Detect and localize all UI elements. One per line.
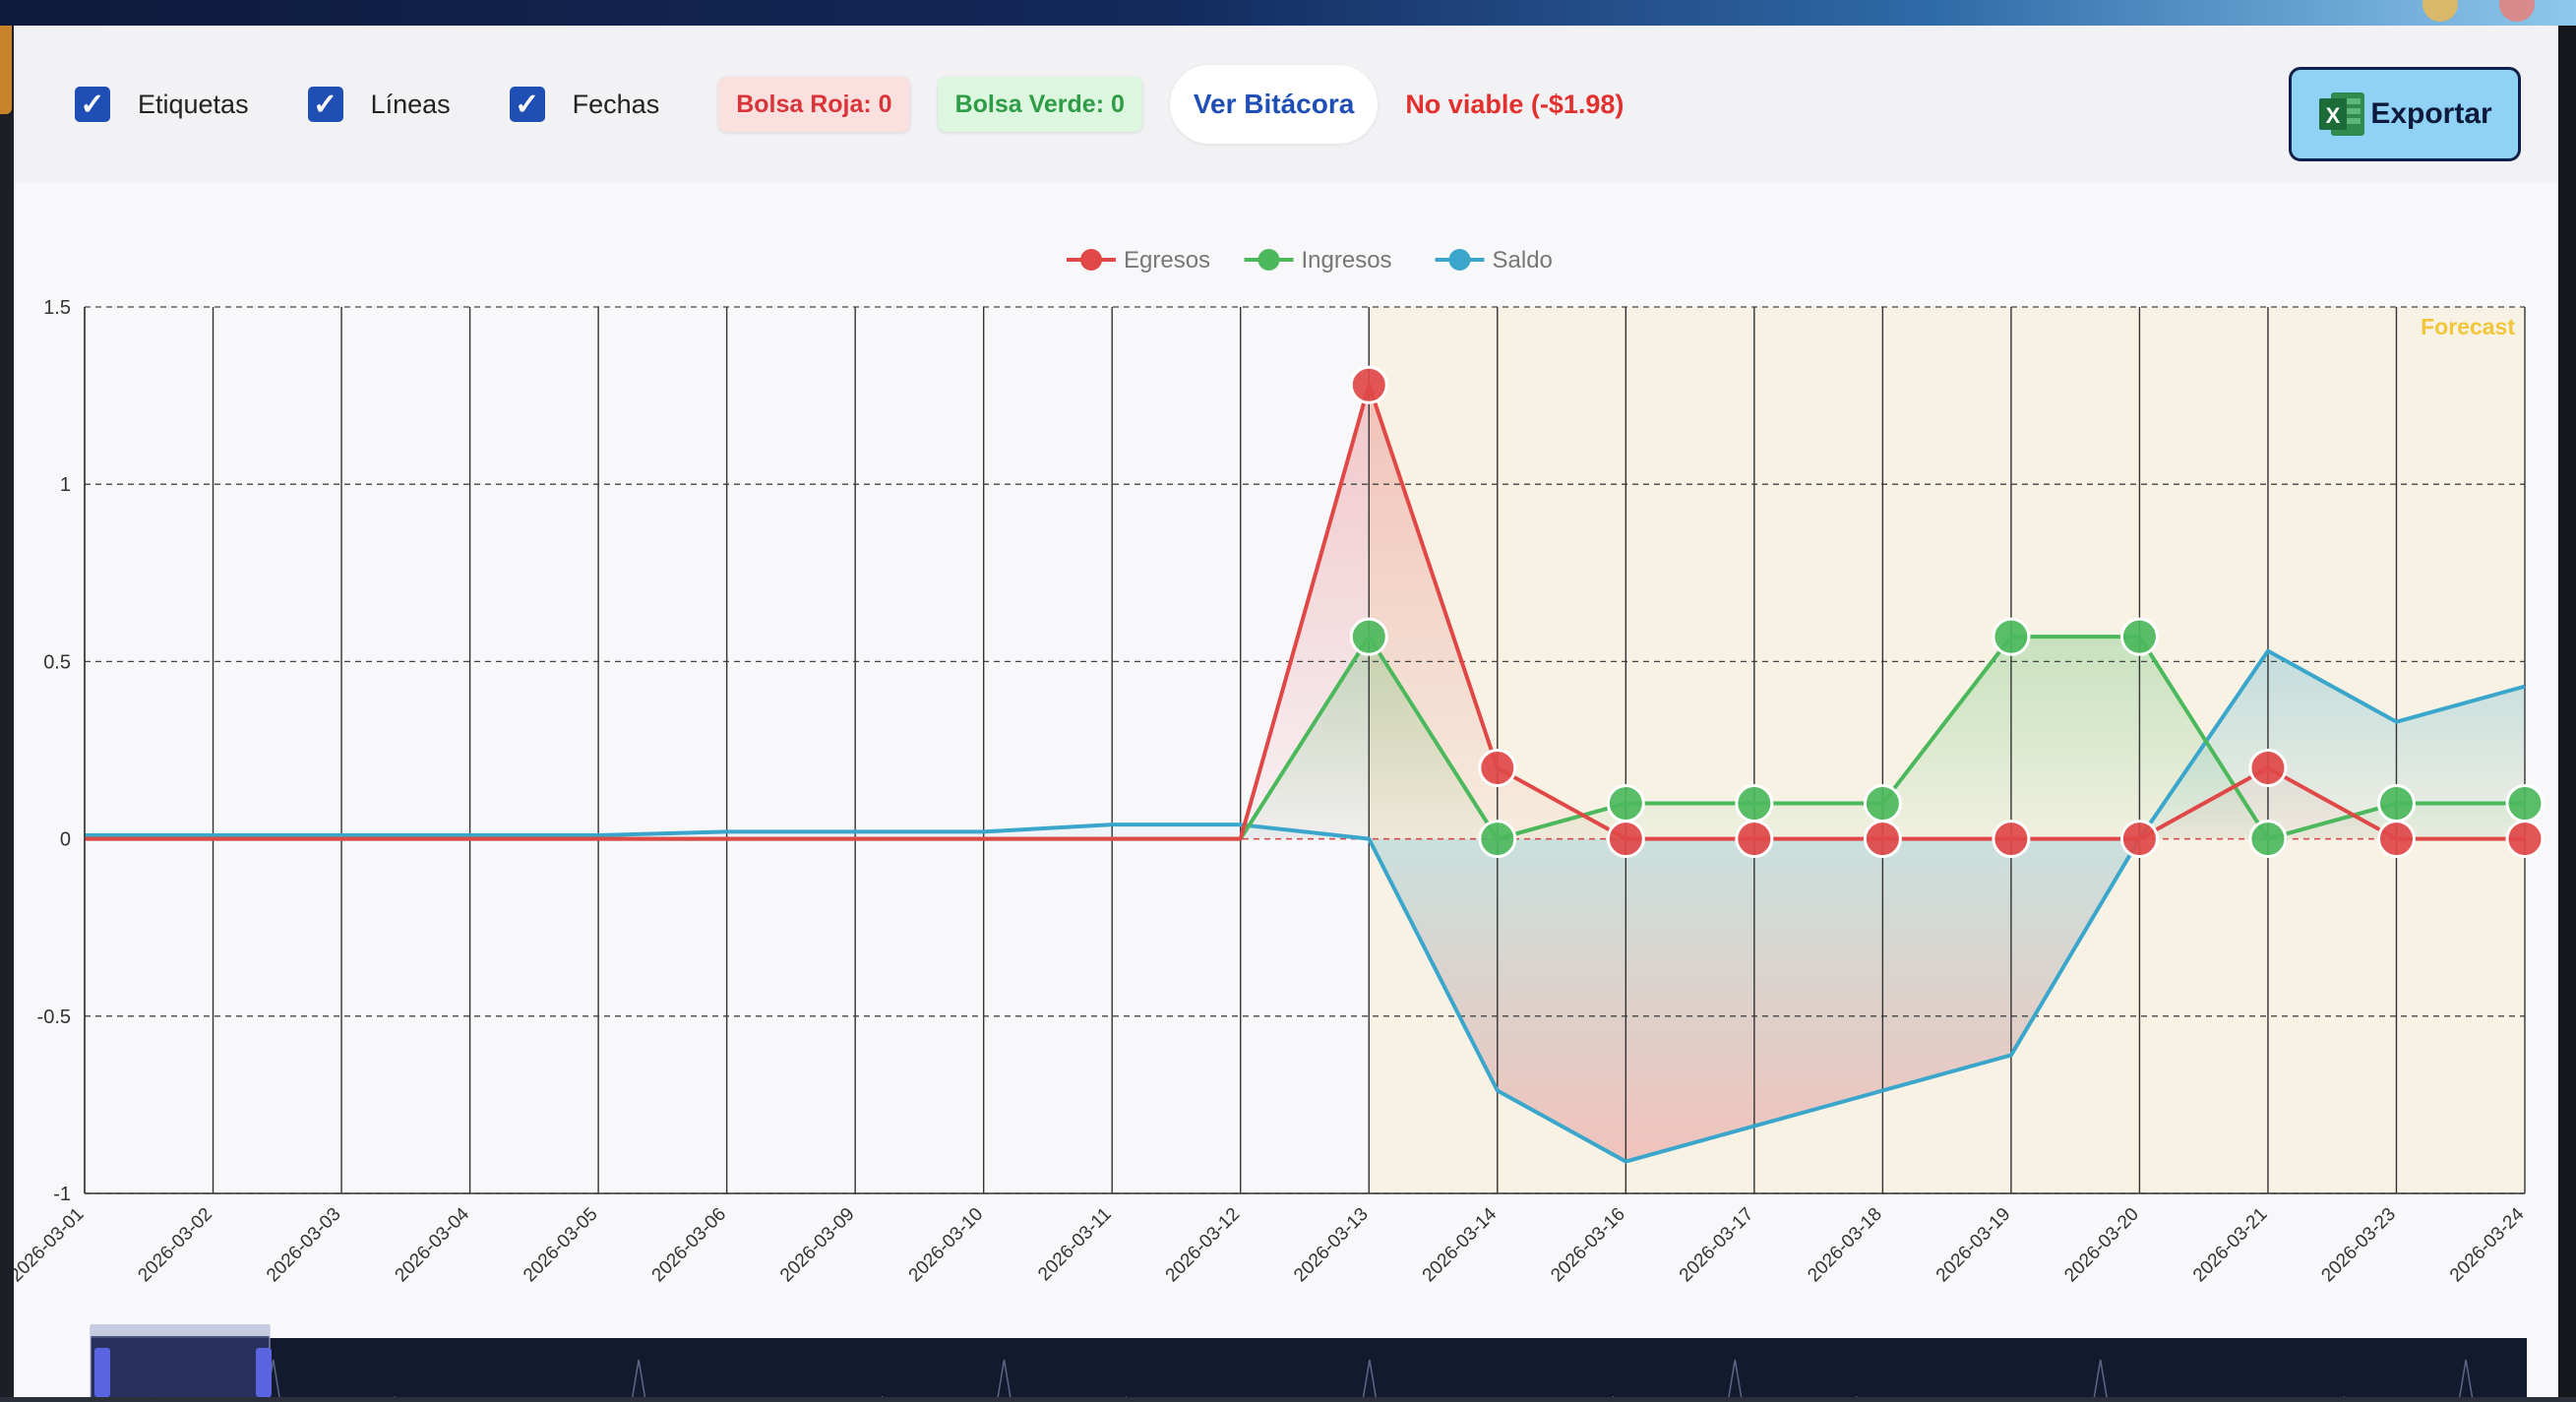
- egresos-point[interactable]: [2248, 749, 2288, 788]
- y-tick-label: 0.5: [43, 651, 71, 673]
- egresos-point[interactable]: [2505, 820, 2545, 859]
- right-background-strip: [2558, 26, 2576, 1397]
- checkbox-label: Fechas: [572, 89, 660, 119]
- checkbox-checked-icon[interactable]: ✓: [509, 87, 545, 122]
- checkbox-checked-icon[interactable]: ✓: [307, 87, 343, 122]
- x-tick-label: 2026-03-20: [2060, 1204, 2143, 1287]
- checkbox-label: Etiquetas: [138, 89, 249, 119]
- line-chart: Forecast -1 -0.5 0 0.5 1 1.5 2026-03-01 2026-03…: [6, 247, 2545, 1402]
- saldo-positive-area: [85, 650, 2525, 839]
- export-button[interactable]: X Exportar: [2289, 67, 2521, 161]
- ingresos-point[interactable]: [1606, 784, 1645, 823]
- zoom-drag-bar[interactable]: [91, 1324, 270, 1336]
- ingresos-point[interactable]: [1863, 784, 1902, 823]
- x-tick-label: 2026-03-21: [2189, 1204, 2272, 1287]
- left-tab: [0, 26, 12, 114]
- egresos-point[interactable]: [1478, 749, 1517, 788]
- x-tick-label: 2026-03-01: [14, 1204, 89, 1287]
- checkbox-etiquetas[interactable]: ✓ Etiquetas: [75, 87, 249, 122]
- excel-icon-letter: X: [2326, 103, 2341, 128]
- zoom-handle-right[interactable]: [256, 1348, 272, 1397]
- legend-label[interactable]: Saldo: [1493, 247, 1553, 274]
- zoom-slider[interactable]: [83, 1324, 2535, 1402]
- x-tick-label: 2026-03-06: [648, 1204, 731, 1287]
- egresos-line: [85, 383, 2525, 841]
- egresos-point[interactable]: [1863, 820, 1902, 859]
- x-tick-label: 2026-03-24: [2446, 1203, 2529, 1286]
- ingresos-point[interactable]: [2119, 617, 2159, 656]
- ingresos-point[interactable]: [2505, 784, 2545, 823]
- excel-icon: X: [2319, 92, 2365, 136]
- chart-points: [1349, 365, 2545, 859]
- chart-panel: ✓ Etiquetas ✓ Líneas ✓ Fechas Bolsa Roja…: [6, 26, 2558, 1402]
- ingresos-point[interactable]: [1735, 784, 1774, 823]
- y-tick-label: -0.5: [37, 1006, 71, 1028]
- egresos-point[interactable]: [1606, 820, 1645, 859]
- left-background-strip: [0, 26, 14, 1397]
- legend-marker[interactable]: [1448, 249, 1471, 271]
- x-tick-label: 2026-03-12: [1162, 1204, 1245, 1287]
- x-tick-label: 2026-03-16: [1547, 1204, 1629, 1287]
- bolsa-roja-badge: Bolsa Roja: 0: [718, 77, 910, 132]
- window-top-bar: [0, 0, 2576, 26]
- x-tick-label: 2026-03-23: [2317, 1204, 2400, 1287]
- ingresos-point[interactable]: [1478, 820, 1517, 859]
- x-tick-label: 2026-03-13: [1290, 1204, 1373, 1287]
- x-tick-label: 2026-03-02: [134, 1204, 216, 1287]
- checkbox-fechas[interactable]: ✓ Fechas: [509, 87, 660, 122]
- legend-marker[interactable]: [1257, 249, 1280, 271]
- chart-area: Forecast -1 -0.5 0 0.5 1 1.5 2026-03-01 2026-03…: [6, 183, 2558, 1402]
- window-control-dot[interactable]: [2499, 0, 2535, 22]
- zoom-window[interactable]: [90, 1325, 271, 1402]
- y-tick-label: 1.5: [43, 297, 71, 319]
- x-tick-label: 2026-03-11: [1034, 1204, 1116, 1286]
- chart-grid: [84, 306, 2526, 1194]
- y-tick-label: -1: [53, 1184, 71, 1205]
- export-label: Exportar: [2370, 97, 2492, 130]
- saldo-line: [85, 648, 2526, 1164]
- checkbox-label: Líneas: [370, 89, 451, 119]
- checkbox-lineas[interactable]: ✓ Líneas: [307, 87, 451, 122]
- legend-marker[interactable]: [1080, 249, 1102, 271]
- x-tick-label: 2026-03-18: [1804, 1204, 1886, 1287]
- x-tick-label: 2026-03-14: [1419, 1203, 1502, 1286]
- chart-legend[interactable]: Egresos Ingresos Saldo: [1067, 247, 1553, 274]
- x-tick-label: 2026-03-17: [1676, 1204, 1758, 1287]
- ingresos-point[interactable]: [2376, 784, 2416, 823]
- chart-series-lines: [85, 383, 2526, 1164]
- y-tick-label: 1: [60, 474, 71, 496]
- x-tick-label: 2026-03-04: [392, 1203, 474, 1286]
- ver-bitacora-button[interactable]: Ver Bitácora: [1169, 65, 1379, 144]
- egresos-point[interactable]: [1992, 820, 2031, 859]
- egresos-point[interactable]: [1735, 820, 1774, 859]
- ingresos-point[interactable]: [2248, 820, 2288, 859]
- forecast-label: Forecast: [2421, 314, 2515, 339]
- x-tick-label: 2026-03-05: [520, 1204, 602, 1287]
- egresos-point[interactable]: [2376, 820, 2416, 859]
- viability-status: No viable (-$1.98): [1405, 89, 1625, 119]
- x-tick-label: 2026-03-10: [905, 1204, 988, 1287]
- window-control-dot[interactable]: [2423, 0, 2458, 22]
- zoom-track[interactable]: [91, 1338, 2527, 1402]
- bolsa-verde-badge: Bolsa Verde: 0: [937, 77, 1142, 132]
- egresos-point[interactable]: [1349, 365, 1388, 404]
- egresos-point[interactable]: [2119, 820, 2159, 859]
- x-tick-label: 2026-03-19: [1932, 1204, 2015, 1287]
- ingresos-point[interactable]: [1349, 617, 1388, 656]
- y-tick-label: 0: [60, 829, 71, 851]
- ingresos-point[interactable]: [1992, 617, 2031, 656]
- legend-label[interactable]: Egresos: [1124, 247, 1210, 274]
- legend-label[interactable]: Ingresos: [1302, 247, 1392, 274]
- checkbox-checked-icon[interactable]: ✓: [75, 87, 110, 122]
- x-tick-label: 2026-03-03: [263, 1204, 345, 1287]
- zoom-handle-left[interactable]: [94, 1348, 110, 1397]
- x-tick-label: 2026-03-09: [776, 1204, 859, 1287]
- chart-toolbar: ✓ Etiquetas ✓ Líneas ✓ Fechas Bolsa Roja…: [14, 26, 2558, 183]
